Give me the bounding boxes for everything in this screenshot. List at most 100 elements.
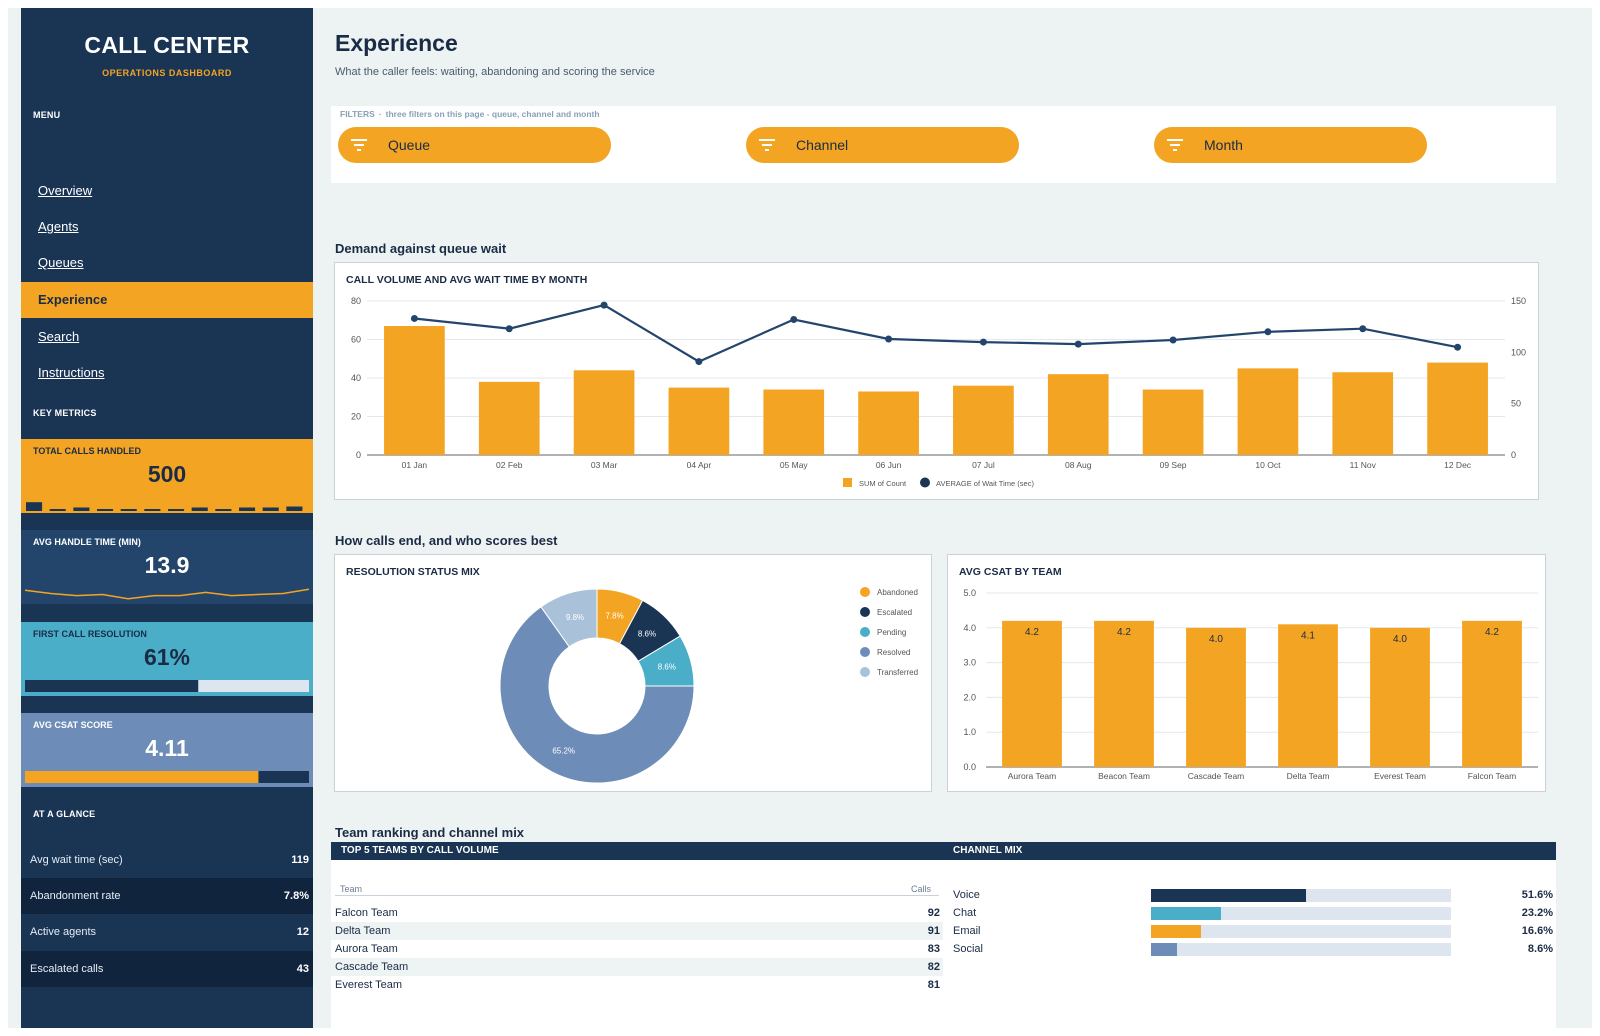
kpi-first-call-resolution: FIRST CALL RESOLUTION 61%: [21, 622, 313, 696]
filters-note: three filters on this page - queue, chan…: [385, 109, 600, 119]
glance-value: 12: [296, 926, 309, 938]
x-tick-label: 01 Jan: [402, 460, 428, 470]
column-header-team: Team: [340, 884, 363, 894]
point-wait-time: [505, 325, 513, 333]
channel-row-chat: Chat 23.2%: [951, 904, 1556, 922]
kpi-avg-handle-time-min: AVG HANDLE TIME (MIN) 13.9: [21, 530, 313, 604]
nav-item-instructions[interactable]: Instructions: [38, 365, 105, 380]
kpi-spark-bar: [191, 507, 208, 511]
section-heading-ranking: Team ranking and channel mix: [335, 825, 525, 840]
filters-panel: FILTERS · three filters on this page - que…: [331, 106, 1556, 183]
x-tick-label: 11 Nov: [1350, 460, 1377, 470]
nav-item-overview[interactable]: Overview: [38, 183, 93, 198]
channel-row-social: Social 8.6%: [951, 940, 1556, 958]
key-metrics-heading: KEY METRICS: [33, 408, 97, 418]
y2-tick-label: 100: [1511, 347, 1526, 357]
y-tick-label: 4.0: [963, 623, 976, 633]
point-wait-time: [600, 301, 608, 309]
kpi-spark-bar: [262, 507, 279, 511]
kpi-value: 61%: [143, 644, 191, 670]
glance-row-abandonment-rate: Abandonment rate 7.8%: [21, 878, 313, 914]
x-tick-label: Falcon Team: [1468, 771, 1517, 781]
kpi-value: 4.11: [145, 735, 189, 761]
kpi-spark-line: [25, 588, 309, 600]
y2-tick-label: 50: [1511, 399, 1521, 409]
legend-label-wait: AVERAGE of Wait Time (sec): [936, 479, 1034, 488]
combo-chart: 0 20 40 60 80 0 50 100 150 01 Jan 02 Feb 03 Mar 04 A…: [351, 296, 1526, 488]
team-calls: 92: [927, 907, 940, 919]
legend-label-pending: Pending: [877, 628, 906, 637]
team-calls: 91: [927, 925, 940, 937]
filter-label: Queue: [388, 137, 431, 153]
legend-swatch-wait: [920, 477, 930, 488]
table-row: Everest Team 81: [331, 976, 943, 994]
kpi-spark-bar: [120, 509, 137, 511]
filter-month[interactable]: Month: [1154, 127, 1427, 163]
y2-tick-label: 0: [1511, 450, 1516, 460]
bar-csat-everest-team: [1370, 627, 1430, 767]
table-header-rule: [335, 895, 939, 896]
kpi-sparkline: [26, 502, 303, 511]
point-wait-time: [695, 358, 703, 366]
kpi-avg-csat-score: AVG CSAT SCORE 4.11: [21, 713, 313, 787]
bar-call-volume: [1427, 362, 1488, 455]
channel-name: Chat: [953, 907, 977, 919]
nav-item-agents[interactable]: Agents: [38, 219, 79, 234]
kpi-sparkline: [25, 680, 309, 692]
nav-item-queues[interactable]: Queues: [38, 255, 84, 270]
x-tick-label: Delta Team: [1287, 771, 1330, 781]
table-row: Falcon Team 92: [331, 904, 943, 922]
legend-label-count: SUM of Count: [859, 479, 907, 488]
bar-value-label: 4.1: [1301, 630, 1315, 641]
channel-bar-track: [1151, 907, 1451, 920]
glance-row-avg-wait-time-sec: Avg wait time (sec) 119: [21, 842, 313, 878]
point-wait-time: [790, 315, 798, 323]
glance-value: 119: [291, 854, 309, 866]
team-calls: 81: [927, 979, 940, 991]
nav-item-experience[interactable]: Experience: [21, 282, 313, 318]
bar-value-label: 4.2: [1117, 627, 1131, 638]
dashboard-app: CALL CENTER OPERATIONS DASHBOARD MENU Ov…: [8, 8, 1592, 1028]
filter-label: Channel: [796, 137, 849, 153]
filter-channel[interactable]: Channel: [746, 127, 1019, 163]
filter-queue[interactable]: Queue: [338, 127, 611, 163]
bar-value-label: 4.0: [1393, 634, 1407, 645]
kpi-spark-bar: [49, 509, 66, 511]
bar-csat-aurora-team: [1002, 620, 1062, 767]
kpi-spark-bar: [97, 509, 114, 511]
kpi-progress-fill: [25, 771, 259, 783]
bar-call-volume: [953, 385, 1014, 455]
filter-icon: [759, 139, 775, 151]
caption-separator: ·: [378, 109, 382, 119]
column-header-calls: Calls: [911, 884, 932, 894]
channel-pct: 16.6%: [1521, 925, 1553, 937]
brand-title: CALL CENTER: [84, 32, 250, 58]
team-name: Everest Team: [335, 979, 403, 991]
channel-bar-fill: [1151, 925, 1201, 938]
y-tick-label: 80: [351, 296, 361, 306]
channel-pct: 8.6%: [1527, 943, 1553, 955]
x-tick-label: Everest Team: [1374, 771, 1426, 781]
glance-label: Active agents: [30, 926, 97, 938]
ranking-panel: TOP 5 TEAMS BY CALL VOLUME CHANNEL MIX T…: [331, 842, 1556, 1028]
y-tick-label: 40: [351, 373, 361, 383]
bar-call-volume: [1237, 368, 1299, 455]
bar-call-volume: [478, 381, 540, 455]
bar-call-volume: [1047, 374, 1109, 455]
point-wait-time: [1454, 343, 1462, 351]
team-name: Falcon Team: [335, 907, 398, 919]
sidebar: CALL CENTER OPERATIONS DASHBOARD MENU Ov…: [21, 8, 313, 1028]
donut-slice-label: 7.8%: [605, 612, 623, 621]
section-heading-resolution: How calls end, and who scores best: [335, 533, 558, 548]
kpi-label: FIRST CALL RESOLUTION: [33, 629, 147, 639]
filters-caption: FILTERS · three filters on this page - que…: [340, 109, 600, 119]
chart-title-csat: AVG CSAT BY TEAM: [959, 566, 1062, 578]
bar-csat-cascade-team: [1186, 627, 1246, 767]
kpi-spark-bar: [26, 502, 43, 511]
csat-chart: 0.0 1.0 2.0 3.0 4.0 5.0 4.2 Aurora Team 4.2 Beaco…: [963, 588, 1538, 781]
channel-bar-fill: [1151, 907, 1221, 920]
nav-item-search[interactable]: Search: [38, 329, 80, 344]
brand-subtitle: OPERATIONS DASHBOARD: [102, 68, 232, 78]
bar-call-volume: [763, 389, 825, 455]
channel-name: Social: [953, 943, 983, 955]
